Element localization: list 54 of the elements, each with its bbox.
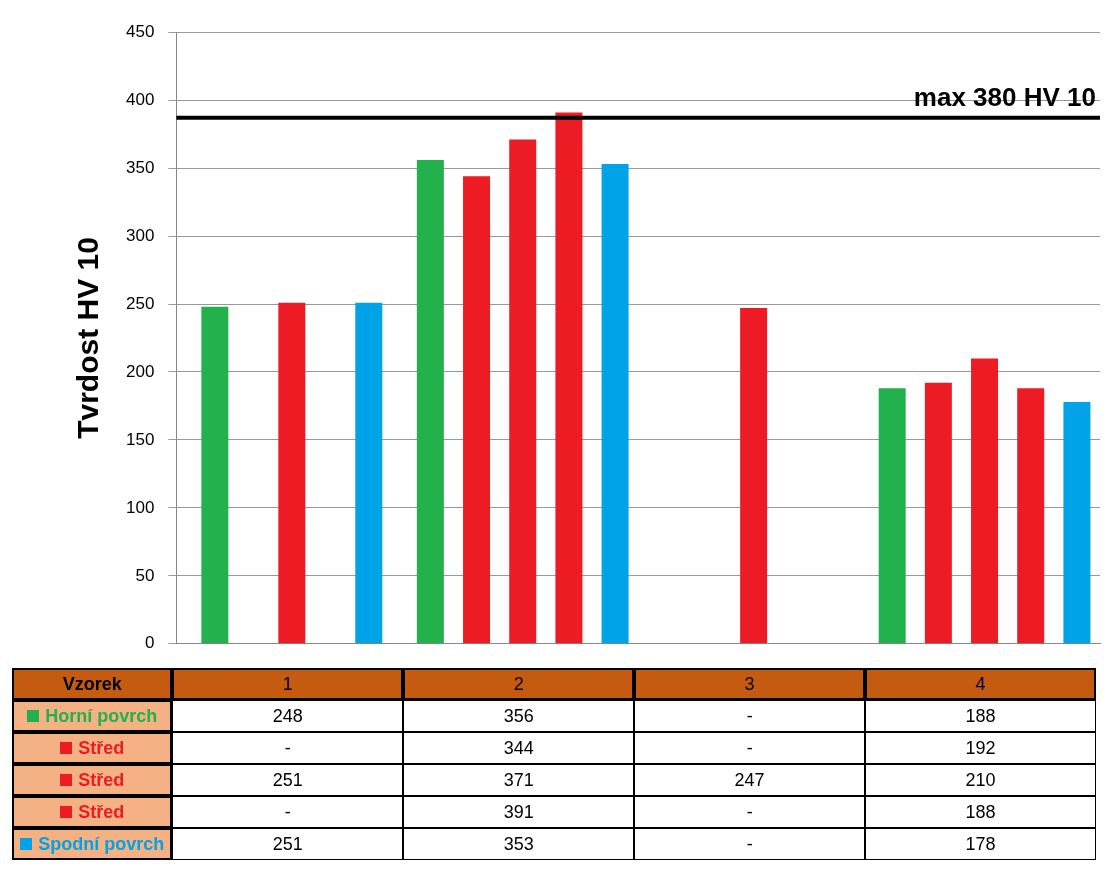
data-label: 251 <box>172 764 404 796</box>
data-label: 188 <box>865 700 1096 732</box>
bar <box>463 176 491 644</box>
y-tick-label: 0 <box>144 633 155 653</box>
data-label: 344 <box>403 732 635 764</box>
legend-label: Střed <box>78 769 125 791</box>
legend-label: Horní povrch <box>45 705 158 727</box>
y-tick-label: 100 <box>125 497 155 517</box>
data-label: 356 <box>403 700 635 732</box>
data-label: 353 <box>403 828 635 860</box>
y-axis-title: Tvrdost HV 10 <box>71 237 105 439</box>
bar <box>555 112 583 644</box>
x-axis-title: Vzorek <box>62 673 122 695</box>
y-tick-label: 50 <box>135 565 155 585</box>
legend-label: Střed <box>78 801 125 823</box>
text: - <box>284 801 291 822</box>
text: - <box>746 705 753 726</box>
bar <box>509 139 537 644</box>
bar <box>1017 388 1045 644</box>
y-tick-label: 250 <box>125 293 155 313</box>
y-tick-label: 150 <box>125 429 155 449</box>
bar <box>878 388 906 644</box>
text: - <box>746 801 753 822</box>
x-tick-label: 4 <box>865 668 1096 700</box>
text: - <box>746 737 753 758</box>
legend-label: Střed <box>78 737 125 759</box>
text: - <box>746 833 753 854</box>
bar <box>971 358 999 644</box>
data-label: 178 <box>865 828 1096 860</box>
data-label: 248 <box>172 700 404 732</box>
x-tick-label: 2 <box>403 668 635 700</box>
data-label: 251 <box>172 828 404 860</box>
y-tick-label: 450 <box>125 21 155 41</box>
x-tick-label: 1 <box>172 668 404 700</box>
y-tick-label: 300 <box>125 225 155 245</box>
data-label: 192 <box>865 732 1096 764</box>
text: - <box>284 737 291 758</box>
data-label: 371 <box>403 764 635 796</box>
bar <box>924 382 952 644</box>
data-label: 391 <box>403 796 635 828</box>
bar <box>601 164 629 644</box>
bar <box>740 308 768 644</box>
bar <box>278 302 306 644</box>
x-tick-label: 3 <box>634 668 866 700</box>
legend-label: Spodní povrch <box>38 833 165 855</box>
bar <box>1063 401 1091 644</box>
bar <box>416 159 444 644</box>
y-tick-label: 400 <box>125 89 155 109</box>
data-label: 247 <box>634 764 866 796</box>
ref-line-label: max 380 HV 10 <box>913 82 1096 112</box>
y-tick-label: 350 <box>125 157 155 177</box>
data-label: 210 <box>865 764 1096 796</box>
y-tick-label: 200 <box>125 361 155 381</box>
data-label: 188 <box>865 796 1096 828</box>
